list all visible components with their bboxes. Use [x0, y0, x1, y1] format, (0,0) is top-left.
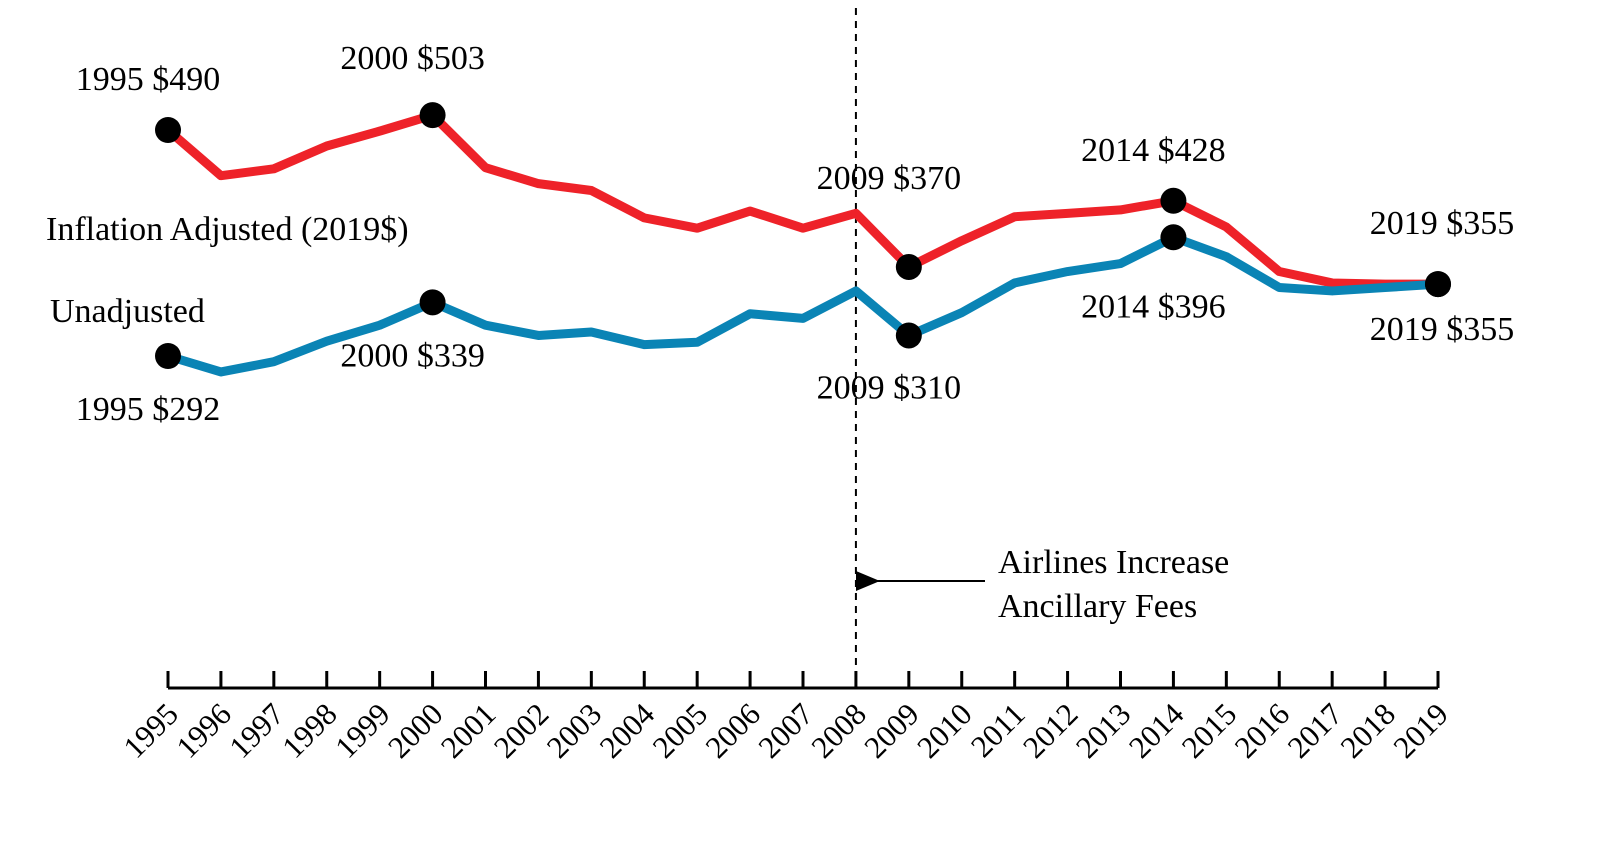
- marker-unadjusted-2014: [1160, 224, 1187, 251]
- x-tick-label-2005: 2005: [646, 696, 715, 765]
- marker-unadjusted-2019: [1425, 271, 1451, 298]
- point-label-adjusted-2019: 2019 $355: [1370, 205, 1515, 242]
- x-tick-label-1998: 1998: [275, 696, 344, 765]
- x-tick-label-2008: 2008: [804, 696, 873, 765]
- x-tick-label-2003: 2003: [540, 696, 609, 765]
- point-label-adjusted-2009: 2009 $370: [817, 160, 962, 197]
- x-tick-label-2001: 2001: [434, 696, 503, 765]
- series-line-inflation-adjusted: [163, 110, 1443, 289]
- series-label-unadjusted: Unadjusted: [50, 293, 205, 330]
- series-label-inflation-adjusted: Inflation Adjusted (2019$): [46, 211, 409, 248]
- series-lines: [163, 110, 1443, 377]
- marker-adjusted-1995: [155, 117, 181, 143]
- x-tick-label-2007: 2007: [751, 696, 820, 765]
- marker-adjusted-2000: [419, 102, 446, 129]
- x-tick-label-2011: 2011: [964, 696, 1032, 764]
- point-label-unadjusted-1995: 1995 $292: [76, 391, 221, 428]
- point-labels: 1995 $490 2000 $503 2009 $370 2014 $428 2019…: [76, 40, 1515, 428]
- x-tick-label-2015: 2015: [1175, 696, 1244, 765]
- x-axis-tick-labels: 1995199619971998199920002001200220032004…: [116, 696, 1455, 765]
- x-tick-label-2016: 2016: [1228, 696, 1297, 765]
- marker-adjusted-2009: [895, 253, 922, 280]
- x-tick-label-2000: 2000: [381, 696, 450, 765]
- x-tick-label-2018: 2018: [1333, 696, 1402, 765]
- annotation-text-line-2: Ancillary Fees: [998, 588, 1197, 625]
- x-axis: 1995199619971998199920002001200220032004…: [116, 671, 1455, 765]
- x-tick-label-1996: 1996: [169, 696, 238, 765]
- marker-unadjusted-2000: [419, 289, 446, 316]
- x-tick-label-2009: 2009: [857, 696, 926, 765]
- point-label-unadjusted-2019: 2019 $355: [1370, 311, 1515, 348]
- x-tick-label-2004: 2004: [593, 696, 662, 765]
- x-tick-label-1999: 1999: [328, 696, 397, 765]
- series-markers: [155, 102, 1451, 369]
- x-tick-label-2019: 2019: [1386, 696, 1455, 765]
- x-tick-label-2014: 2014: [1122, 696, 1191, 765]
- x-tick-label-2006: 2006: [698, 696, 767, 765]
- point-label-unadjusted-2009: 2009 $310: [817, 369, 962, 406]
- marker-adjusted-2014: [1160, 187, 1187, 214]
- x-tick-label-1997: 1997: [222, 696, 291, 765]
- x-tick-label-2002: 2002: [487, 696, 556, 765]
- marker-unadjusted-2009: [895, 322, 922, 349]
- point-label-adjusted-2014: 2014 $428: [1081, 132, 1226, 169]
- marker-unadjusted-1995: [155, 343, 181, 369]
- point-label-adjusted-1995: 1995 $490: [76, 61, 221, 98]
- x-tick-label-2013: 2013: [1069, 696, 1138, 765]
- point-label-unadjusted-2014: 2014 $396: [1081, 288, 1226, 325]
- point-label-unadjusted-2000: 2000 $339: [340, 337, 485, 374]
- x-tick-label-2010: 2010: [910, 696, 979, 765]
- annotation: Airlines Increase Ancillary Fees: [855, 544, 1229, 625]
- x-tick-label-1995: 1995: [116, 696, 185, 765]
- x-tick-label-2017: 2017: [1281, 696, 1350, 765]
- point-label-adjusted-2000: 2000 $503: [340, 40, 485, 77]
- series-line-unadjusted: [163, 232, 1443, 377]
- x-tick-label-2012: 2012: [1016, 696, 1085, 765]
- annotation-text-line-1: Airlines Increase: [998, 544, 1229, 581]
- x-axis-ticks: [166, 671, 1440, 688]
